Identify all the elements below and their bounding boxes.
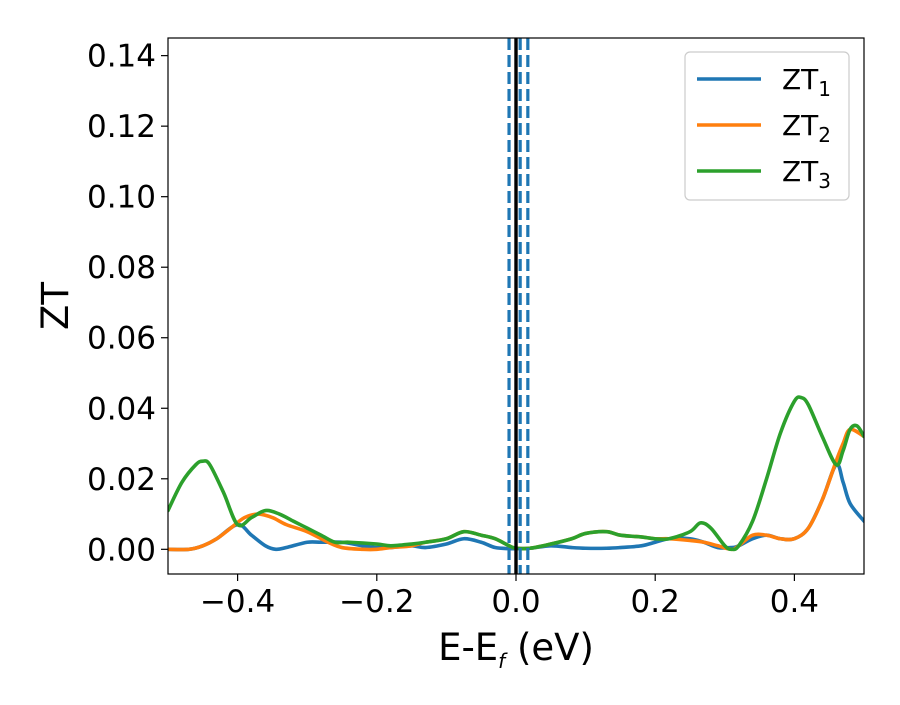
y-tick-label: 0.06 [87,321,156,357]
x-axis-label: E-Ef (eV) [438,626,594,673]
legend-box [684,51,850,201]
legend: ZT1 ZT2 ZT3 [684,51,850,201]
legend-label-2: ZT2 [782,109,831,147]
y-tick-label: 0.08 [87,250,156,286]
y-tick-label: 0.00 [87,532,156,568]
legend-label-3: ZT3 [782,155,831,193]
series-layer [168,395,864,552]
y-tick-label: 0.12 [87,109,156,145]
x-axis-label-unit: (eV) [505,626,594,669]
y-tick-label: 0.02 [87,462,156,498]
x-tick-label: −0.2 [339,584,414,620]
y-tick-label: 0.04 [87,391,156,427]
x-axis-label-subscript: f [498,649,508,673]
x-axis-label-main: E-E [438,626,498,669]
y-tick-label: 0.10 [87,180,156,216]
legend-entries: ZT1 ZT2 ZT3 [697,63,831,193]
x-tick-label: 0.4 [770,584,819,620]
x-tick-label: 0.2 [631,584,680,620]
x-tick-label: −0.4 [200,584,275,620]
series-line-3 [168,395,864,552]
y-tick-label: 0.14 [87,39,156,75]
y-axis-ticks: 0.00 0.02 0.04 0.06 0.08 0.10 0.12 0.14 [87,39,168,568]
x-axis-ticks: −0.4 −0.2 0.0 0.2 0.4 [200,574,819,620]
x-tick-label: 0.0 [491,584,540,620]
reference-lines [507,38,530,574]
y-axis-label: ZT [34,282,77,330]
legend-label-1: ZT1 [782,63,831,101]
